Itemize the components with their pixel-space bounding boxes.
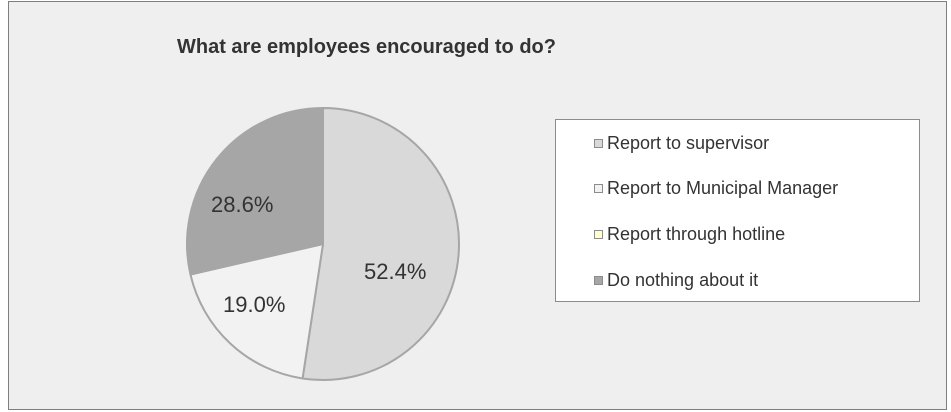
chart-area: What are employees encouraged to do? 52.… xyxy=(8,1,947,410)
data-label-do-nothing-about-it: 28.6% xyxy=(211,192,273,217)
legend-label-report-to-supervisor: Report to supervisor xyxy=(607,132,770,153)
pie-slice-do-nothing-about-it xyxy=(186,107,324,276)
chart-title: What are employees encouraged to do? xyxy=(177,36,556,58)
legend-swatch-report-to-supervisor xyxy=(594,138,603,148)
data-label-report-to-supervisor: 52.4% xyxy=(364,259,426,284)
legend-item-do-nothing-about-it: Do nothing about it xyxy=(594,270,758,290)
legend-swatch-report-to-municipal-manager xyxy=(594,183,603,193)
pie-slices xyxy=(186,107,460,381)
legend-item-report-to-municipal-manager: Report to Municipal Manager xyxy=(594,178,838,198)
legend-item-report-to-supervisor: Report to supervisor xyxy=(594,133,769,153)
legend-label-do-nothing-about-it: Do nothing about it xyxy=(607,269,759,290)
pie-slice-report-to-municipal-manager xyxy=(189,243,324,380)
pie-labels: 52.4% 19.0% 28.6% xyxy=(211,192,426,317)
legend-item-report-through-hotline: Report through hotline xyxy=(594,224,785,244)
legend-label-report-through-hotline: Report through hotline xyxy=(607,223,786,244)
legend-label-report-to-municipal-manager: Report to Municipal Manager xyxy=(607,177,839,198)
legend: Report to supervisor Report to Municipal… xyxy=(555,119,920,302)
legend-swatch-do-nothing-about-it xyxy=(594,275,603,285)
pie-slice-report-to-supervisor xyxy=(301,107,460,381)
pie-chart: 52.4% 19.0% 28.6% xyxy=(186,107,460,381)
data-label-report-to-municipal-manager: 19.0% xyxy=(223,292,285,317)
legend-swatch-report-through-hotline xyxy=(594,229,603,239)
